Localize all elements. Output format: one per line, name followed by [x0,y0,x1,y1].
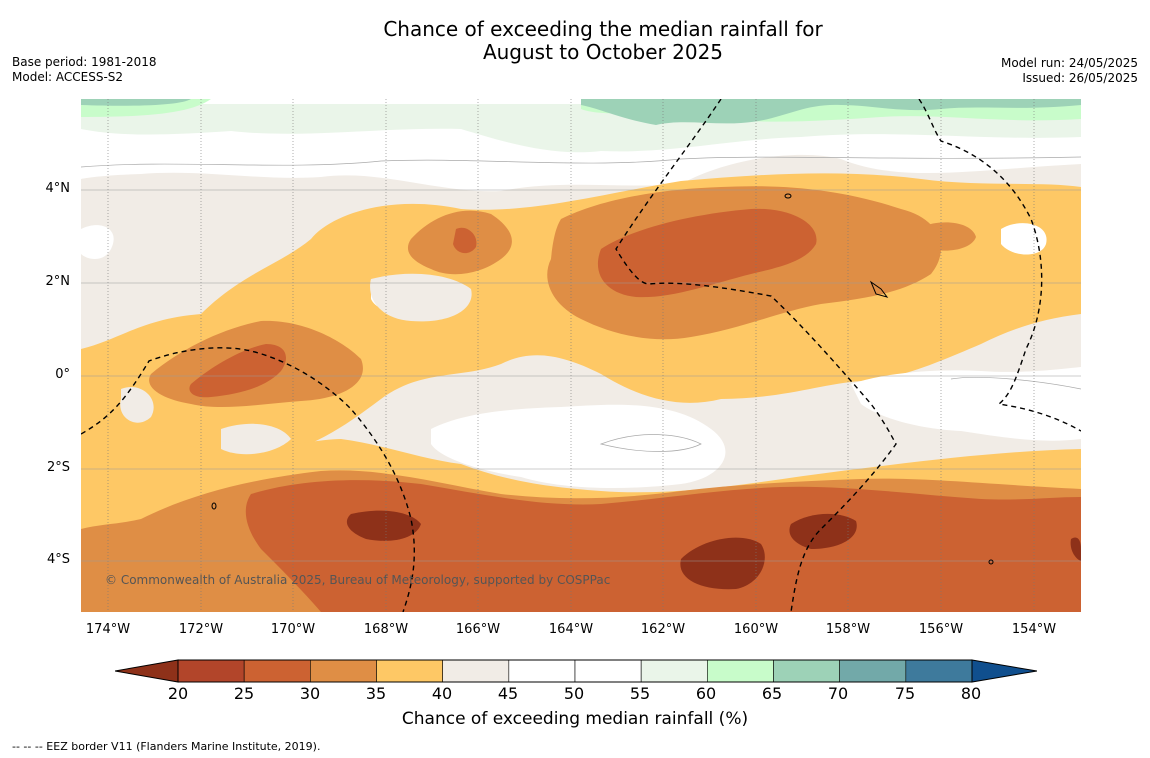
colorbar-segment [508,659,576,683]
region-25-30-north-central [597,208,817,298]
region-65-70-north [81,99,1081,125]
contour-line-c [950,376,1081,390]
region-45-50-north-b [81,225,114,259]
lon-label-160w: 160°W [733,622,779,637]
colorbar-tick-45: 45 [497,684,519,703]
colorbar-tick-35: 35 [365,684,387,703]
eez-footnote: -- -- -- EEZ border V11 (Flanders Marine… [12,740,321,753]
copyright-notice: © Commonwealth of Australia 2025, Bureau… [105,573,611,587]
island-c [211,502,217,510]
region-25-30-north-spot [453,227,477,254]
region-45-50-equator-a [431,404,726,489]
colorbar-tick-50: 50 [563,684,585,703]
colorbar-tick-60: 60 [695,684,717,703]
colorbar-tick-70: 70 [827,684,849,703]
colorbar-tick-80: 80 [960,684,982,703]
colorbar-tick-20: 20 [167,684,189,703]
colorbar-outline [177,659,973,683]
islands [211,193,994,565]
region-20-25-south-b [680,537,765,590]
title-line-2: August to October 2025 [482,40,724,64]
colorbar-segment [376,659,443,683]
eez-borders [81,99,1081,612]
colorbar-tick-30: 30 [299,684,321,703]
lat-label-2s: 2°S [46,460,70,475]
lon-label-156w: 156°W [918,622,964,637]
colorbar-segment [707,659,774,683]
region-20-25-south-a [346,510,421,541]
lon-label-162w: 162°W [640,622,686,637]
island-a [784,193,792,199]
colorbar-tick-55: 55 [629,684,651,703]
region-40-45-hole-a [120,387,154,423]
contour-line-b [599,434,702,452]
eez-border-kiribati-west [81,347,416,612]
model-name: Model: ACCESS-S2 [12,70,124,84]
metadata-right: Model run: 24/05/2025 Issued: 26/05/2025 [1001,56,1138,86]
colorbar-title: Chance of exceeding median rainfall (%) [401,709,749,729]
lon-label-168w: 168°W [363,622,409,637]
region-25-30-equator-west [189,344,286,398]
colorbar-segment [905,659,973,683]
colorbar-segments [115,659,1037,683]
colorbar-segment [640,659,708,683]
region-20-25-south-d [1070,537,1081,561]
colorbar-extend-low [115,659,179,683]
lat-label-2n: 2°N [45,274,71,289]
map-title: Chance of exceeding the median rainfall … [0,18,1150,64]
rainfall-map-svg [81,99,1081,612]
colorbar-segment [839,659,907,683]
region-40-45-hole-c [370,273,472,322]
lon-label-158w: 158°W [825,622,871,637]
region-30-35-north-east [917,222,976,251]
lon-label-170w: 170°W [270,622,316,637]
eez-border-east [918,99,1081,432]
lon-label-174w: 174°W [85,622,131,637]
colorbar-tick-40: 40 [431,684,453,703]
metadata-left: Base period: 1981-2018 Model: ACCESS-S2 [12,55,157,85]
lon-label-172w: 172°W [178,622,224,637]
model-run: Model run: 24/05/2025 [1000,56,1138,70]
lon-label-166w: 166°W [455,622,501,637]
region-40-45-hole-b [221,423,291,455]
issued-date: Issued: 26/05/2025 [1022,71,1138,85]
colorbar-segment [310,659,377,683]
lat-label-4s: 4°S [46,552,70,567]
contour-line-a [81,156,1081,168]
colorbar-segment [177,659,245,683]
colorbar-extend-high [971,659,1037,683]
colorbar-segment [442,659,510,683]
lon-label-154w: 154°W [1011,622,1057,637]
graticule [81,99,1081,612]
eez-border-central [615,99,897,612]
island-d [988,559,994,565]
rainfall-map [81,99,1081,612]
base-period: Base period: 1981-2018 [12,55,157,69]
island-b [869,280,889,298]
region-45-50-equator-b [851,367,1081,441]
lon-label-164w: 164°W [548,622,594,637]
region-20-25-south-c [789,513,857,549]
colorbar-segment [243,659,311,683]
colorbar-tick-75: 75 [894,684,916,703]
title-line-1: Chance of exceeding the median rainfall … [383,17,823,41]
colorbar [115,659,1037,683]
lat-label-0: 0° [55,367,70,382]
colorbar-segment [773,659,840,683]
colorbar-tick-65: 65 [761,684,783,703]
colorbar-tick-25: 25 [233,684,255,703]
region-25-30-south [245,480,1081,612]
lat-label-4n: 4°N [45,181,71,196]
colorbar-segment [574,659,642,683]
